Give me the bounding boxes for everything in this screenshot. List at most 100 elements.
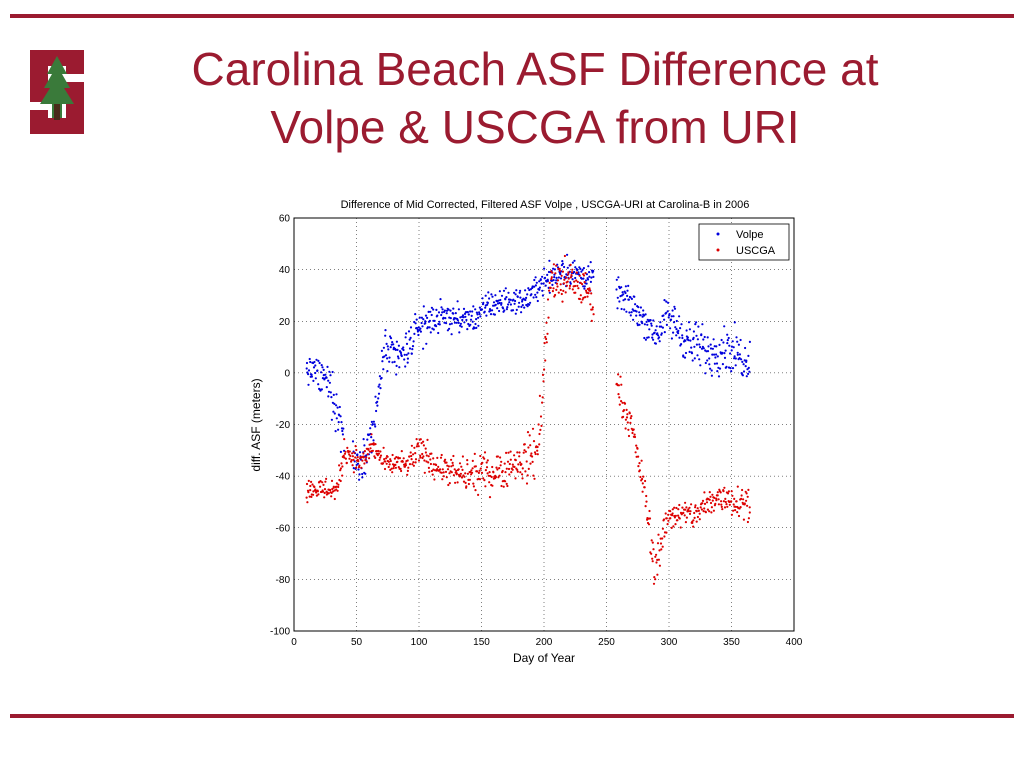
uscga-point — [324, 480, 327, 483]
volpe-point — [627, 284, 630, 287]
volpe-point — [741, 374, 744, 377]
uscga-point — [650, 539, 653, 542]
uscga-point — [421, 456, 424, 460]
uscga-point — [325, 477, 328, 480]
volpe-point — [715, 353, 718, 356]
uscga-point — [672, 525, 675, 528]
uscga-point — [712, 509, 715, 512]
uscga-point — [590, 292, 593, 295]
uscga-point — [474, 489, 477, 492]
volpe-point — [316, 369, 319, 372]
volpe-point — [391, 361, 394, 364]
uscga-point — [333, 497, 336, 501]
volpe-point — [386, 370, 389, 373]
uscga-point — [371, 449, 374, 452]
uscga-point — [442, 475, 445, 478]
volpe-point — [585, 282, 588, 285]
volpe-point — [723, 352, 726, 355]
volpe-point — [709, 343, 712, 346]
uscga-point — [393, 457, 396, 460]
volpe-point — [329, 374, 332, 377]
uscga-point — [305, 482, 309, 486]
uscga-point — [567, 277, 570, 280]
volpe-point — [438, 320, 441, 323]
uscga-point — [348, 453, 351, 456]
volpe-point — [698, 358, 701, 361]
y-tick-label: -40 — [276, 472, 291, 483]
uscga-point — [717, 498, 720, 501]
volpe-point — [576, 268, 579, 272]
uscga-point — [541, 401, 544, 404]
volpe-point — [726, 333, 729, 336]
uscga-point — [500, 460, 503, 463]
volpe-point — [721, 351, 724, 354]
volpe-point — [407, 330, 411, 333]
uscga-point — [310, 480, 313, 483]
volpe-point — [536, 299, 539, 303]
uscga-point — [485, 461, 488, 464]
volpe-point — [673, 307, 677, 310]
uscga-point — [660, 548, 663, 551]
uscga-point — [745, 499, 748, 502]
uscga-point — [414, 461, 417, 464]
uscga-point — [488, 496, 492, 499]
uscga-point — [408, 455, 411, 458]
uscga-point — [730, 513, 733, 516]
volpe-point — [563, 265, 566, 269]
uscga-point — [394, 463, 397, 466]
uscga-point — [687, 508, 690, 511]
uscga-point — [640, 459, 643, 462]
uscga-point — [387, 460, 390, 463]
volpe-point — [742, 363, 745, 366]
volpe-point — [499, 298, 502, 302]
uscga-point — [358, 464, 361, 467]
volpe-point — [528, 303, 531, 306]
uscga-point — [584, 289, 588, 292]
volpe-point — [422, 305, 425, 308]
uscga-point — [677, 508, 680, 511]
uscga-point — [734, 509, 737, 512]
volpe-point — [406, 361, 409, 364]
uscga-point — [638, 462, 641, 465]
volpe-point — [620, 307, 623, 311]
uscga-point — [655, 553, 658, 556]
uscga-point — [584, 296, 587, 299]
volpe-point — [571, 261, 574, 264]
uscga-point — [544, 335, 547, 339]
uscga-point — [416, 442, 419, 445]
volpe-point — [686, 336, 689, 339]
uscga-point — [539, 428, 542, 431]
uscga-point — [407, 466, 410, 469]
volpe-point — [373, 423, 376, 426]
uscga-point — [666, 523, 669, 526]
volpe-point — [592, 275, 595, 278]
volpe-point — [395, 340, 398, 343]
uscga-point — [657, 533, 660, 536]
uscga-point — [627, 434, 631, 438]
uscga-point — [570, 271, 574, 274]
uscga-point — [431, 473, 434, 476]
volpe-point — [714, 356, 717, 359]
volpe-point — [370, 436, 373, 439]
volpe-point — [646, 323, 649, 326]
uscga-point — [645, 500, 648, 503]
uscga-point — [563, 254, 566, 258]
volpe-point — [541, 289, 544, 292]
uscga-point — [652, 582, 656, 585]
uscga-point — [563, 278, 566, 281]
uscga-point — [307, 491, 310, 494]
volpe-point — [472, 305, 475, 308]
uscga-point — [536, 445, 539, 449]
uscga-point — [708, 498, 711, 501]
volpe-point — [632, 309, 635, 312]
uscga-point — [423, 471, 426, 474]
uscga-point — [740, 497, 743, 500]
uscga-point — [711, 499, 714, 502]
uscga-point — [306, 501, 309, 504]
uscga-point — [678, 503, 681, 507]
uscga-point — [546, 332, 549, 335]
volpe-point — [687, 339, 690, 342]
uscga-point — [631, 431, 634, 435]
uscga-point — [556, 279, 560, 282]
uscga-point — [519, 461, 522, 464]
